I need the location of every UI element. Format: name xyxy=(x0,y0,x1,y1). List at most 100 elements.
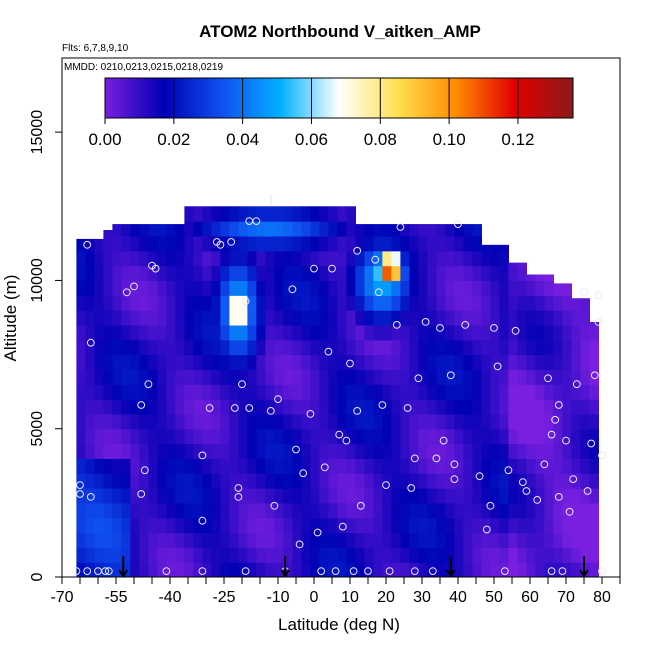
heatmap-cell xyxy=(157,532,167,548)
heatmap-cell xyxy=(193,562,203,577)
heatmap-cell xyxy=(76,443,86,459)
heatmap-cell xyxy=(166,443,176,459)
heatmap-cell xyxy=(562,283,572,296)
heatmap-cell xyxy=(301,295,311,311)
heatmap-cell xyxy=(274,547,284,563)
heatmap-cell xyxy=(85,488,95,504)
heatmap-cell xyxy=(562,517,572,534)
heatmap-cell xyxy=(301,399,311,415)
heatmap-cell xyxy=(310,369,320,385)
heatmap-cell xyxy=(382,250,392,267)
sample-point xyxy=(410,454,419,463)
heatmap-cell xyxy=(382,369,392,385)
heatmap-cell xyxy=(274,265,284,282)
heatmap-cell xyxy=(409,473,419,489)
sample-point xyxy=(274,395,282,404)
heatmap-cell xyxy=(445,399,455,415)
heatmap-cell xyxy=(202,206,212,222)
heatmap-cell xyxy=(265,532,275,548)
heatmap-cell xyxy=(301,369,311,385)
heatmap-cell xyxy=(454,295,464,311)
heatmap-cell xyxy=(130,473,140,489)
heatmap-cell xyxy=(562,295,572,311)
heatmap-cell xyxy=(283,443,293,459)
plot-area xyxy=(72,194,606,577)
heatmap-cell xyxy=(355,324,365,341)
heatmap-cell xyxy=(157,280,167,296)
heatmap-cell xyxy=(283,206,293,222)
heatmap-cell xyxy=(157,224,167,237)
heatmap-cell xyxy=(436,443,446,459)
heatmap-cell xyxy=(535,339,545,356)
heatmap-cell xyxy=(166,428,176,445)
heatmap-cell xyxy=(283,221,293,237)
heatmap-cell xyxy=(580,473,590,489)
heatmap-cell xyxy=(589,532,599,548)
sample-point xyxy=(137,401,146,409)
heatmap-cell xyxy=(319,295,329,311)
heatmap-cell xyxy=(580,399,590,415)
heatmap-cell xyxy=(139,458,149,474)
heatmap-cell xyxy=(202,235,212,252)
heatmap-cell xyxy=(337,502,347,519)
heatmap-cell xyxy=(130,310,140,326)
heatmap-cell xyxy=(112,354,122,370)
heatmap-cell xyxy=(346,488,356,504)
sample-point xyxy=(306,410,315,418)
heatmap-cell xyxy=(184,428,194,445)
heatmap-cell xyxy=(508,384,518,400)
heatmap-cell xyxy=(472,562,482,577)
heatmap-cell xyxy=(301,502,311,519)
heatmap-cell xyxy=(499,280,509,296)
heatmap-cell xyxy=(238,532,248,548)
sample-point xyxy=(590,371,599,380)
heatmap-cell xyxy=(553,517,563,534)
heatmap-cell xyxy=(328,399,338,415)
heatmap-cell xyxy=(112,547,122,563)
heatmap-cell xyxy=(364,384,374,400)
heatmap-cell xyxy=(211,324,221,341)
heatmap-cell xyxy=(508,562,518,577)
heatmap-cell xyxy=(157,547,167,563)
heatmap-cell xyxy=(355,562,365,577)
heatmap-cell xyxy=(418,547,428,563)
heatmap-cell xyxy=(454,473,464,489)
heatmap-cell xyxy=(400,443,410,459)
x-tick-label: -70 xyxy=(50,589,73,606)
heatmap-cell xyxy=(526,502,536,519)
heatmap-cell xyxy=(346,206,356,222)
heatmap-cell xyxy=(328,458,338,474)
heatmap-cell xyxy=(103,532,113,548)
sample-point xyxy=(241,567,250,575)
heatmap-cell xyxy=(202,399,212,415)
heatmap-cell xyxy=(94,280,104,296)
heatmap-cell xyxy=(85,547,95,563)
heatmap-cell xyxy=(166,235,176,252)
heatmap-cell xyxy=(211,369,221,385)
sample-point xyxy=(594,291,603,300)
heatmap-cell xyxy=(130,354,140,370)
heatmap-cell xyxy=(427,235,437,252)
heatmap-cell xyxy=(265,310,275,326)
heatmap-cell xyxy=(508,428,518,445)
heatmap-cell xyxy=(382,324,392,341)
heatmap-cell xyxy=(346,354,356,370)
heatmap-cell xyxy=(490,250,500,267)
y-tick-label: 0 xyxy=(29,572,46,581)
heatmap-cell xyxy=(427,354,437,370)
heatmap-cell xyxy=(85,280,95,296)
heatmap-cell xyxy=(193,295,203,311)
heatmap-cell xyxy=(247,428,257,445)
heatmap-cell xyxy=(157,354,167,370)
heatmap-cell xyxy=(589,428,599,445)
heatmap-cell xyxy=(85,369,95,385)
heatmap-cell xyxy=(130,458,140,474)
heatmap-cell xyxy=(292,473,302,489)
heatmap-cell xyxy=(346,265,356,282)
heatmap-cell xyxy=(157,458,167,474)
heatmap-cell xyxy=(391,369,401,385)
heatmap-cell xyxy=(139,547,149,563)
heatmap-cell xyxy=(517,517,527,534)
heatmap-cell xyxy=(490,310,500,326)
sample-point xyxy=(486,501,495,510)
